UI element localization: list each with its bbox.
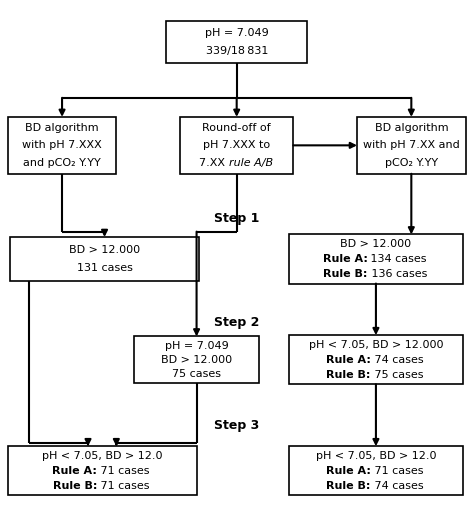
Text: pH 7.XXX to: pH 7.XXX to <box>203 140 270 150</box>
Text: Rule B:: Rule B: <box>53 481 97 491</box>
Text: Rule A:: Rule A: <box>326 355 371 365</box>
Text: pH < 7.05, BD > 12.0: pH < 7.05, BD > 12.0 <box>42 451 163 461</box>
Text: 71 cases: 71 cases <box>97 466 150 476</box>
FancyBboxPatch shape <box>8 117 116 174</box>
Text: Rule A:: Rule A: <box>323 254 368 264</box>
FancyBboxPatch shape <box>357 117 465 174</box>
Text: BD algorithm: BD algorithm <box>374 123 448 133</box>
Text: with pH 7.XXX: with pH 7.XXX <box>22 140 102 150</box>
Text: 71 cases: 71 cases <box>371 466 423 476</box>
Text: Rule A:: Rule A: <box>326 466 371 476</box>
FancyBboxPatch shape <box>134 337 259 383</box>
FancyBboxPatch shape <box>289 335 463 384</box>
Text: Step 1: Step 1 <box>214 212 259 225</box>
FancyBboxPatch shape <box>166 21 308 63</box>
Text: pH = 7.049: pH = 7.049 <box>164 341 228 351</box>
Text: 74 cases: 74 cases <box>371 481 424 491</box>
Text: and pCO₂ Y.YY: and pCO₂ Y.YY <box>23 157 101 167</box>
Text: pH = 7.049: pH = 7.049 <box>205 28 269 38</box>
Text: BD > 12.000: BD > 12.000 <box>69 245 140 255</box>
Text: rule A/B: rule A/B <box>229 157 273 167</box>
Text: pH < 7.05, BD > 12.000: pH < 7.05, BD > 12.000 <box>309 340 443 350</box>
Text: 74 cases: 74 cases <box>371 355 424 365</box>
Text: BD algorithm: BD algorithm <box>25 123 99 133</box>
Text: pCO₂ Y.YY: pCO₂ Y.YY <box>385 157 438 167</box>
Text: Round-off of: Round-off of <box>202 123 271 133</box>
Text: 134 cases: 134 cases <box>367 254 427 264</box>
Text: 131 cases: 131 cases <box>77 263 132 273</box>
FancyBboxPatch shape <box>289 447 463 495</box>
Text: Rule A:: Rule A: <box>52 466 97 476</box>
Text: 339/18 831: 339/18 831 <box>206 46 268 56</box>
FancyBboxPatch shape <box>289 235 463 283</box>
Text: 136 cases: 136 cases <box>367 269 427 279</box>
FancyBboxPatch shape <box>8 447 197 495</box>
Text: Step 3: Step 3 <box>214 419 259 432</box>
Text: 7.XX: 7.XX <box>199 157 228 167</box>
Text: BD > 12.000: BD > 12.000 <box>340 239 411 249</box>
Text: 71 cases: 71 cases <box>97 481 150 491</box>
Text: BD > 12.000: BD > 12.000 <box>161 355 232 365</box>
Text: Step 2: Step 2 <box>214 315 259 328</box>
Text: pH < 7.05, BD > 12.0: pH < 7.05, BD > 12.0 <box>316 451 436 461</box>
Text: 75 cases: 75 cases <box>172 369 221 379</box>
Text: Rule B:: Rule B: <box>327 481 371 491</box>
Text: Rule B:: Rule B: <box>323 269 368 279</box>
FancyBboxPatch shape <box>180 117 293 174</box>
Text: with pH 7.XX and: with pH 7.XX and <box>363 140 460 150</box>
Text: 75 cases: 75 cases <box>371 370 423 380</box>
FancyBboxPatch shape <box>10 237 199 281</box>
Text: Rule B:: Rule B: <box>327 370 371 380</box>
